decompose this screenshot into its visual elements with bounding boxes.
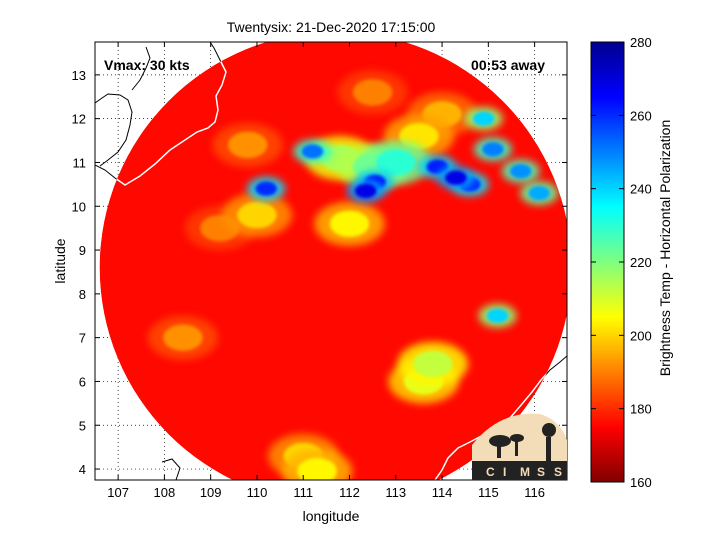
- feature-core: [528, 185, 551, 201]
- colorbar-tick-label: 280: [630, 35, 652, 50]
- y-tick-label: 13: [72, 68, 86, 83]
- x-tick-label: 108: [154, 485, 176, 500]
- logo-letter: S: [537, 465, 545, 479]
- x-tick-labels: 107 108 109 110 111 112 113 114 115 116: [107, 485, 545, 500]
- x-tick-label: 114: [432, 485, 453, 500]
- feature-core: [486, 308, 509, 323]
- time-away-label: 00:53 away: [471, 57, 545, 73]
- feature-core: [482, 142, 504, 157]
- coastline-small-island: [161, 458, 181, 480]
- colorbar-tick-label: 180: [630, 402, 652, 417]
- x-tick-label: 112: [339, 485, 360, 500]
- y-tick-label: 4: [79, 462, 86, 477]
- y-tick-label: 7: [79, 331, 86, 346]
- y-tick-label: 9: [79, 243, 86, 258]
- logo-satellite-dishes: [489, 423, 556, 461]
- x-axis-label: longitude: [303, 508, 360, 524]
- feature-core: [413, 350, 453, 378]
- chart-title: Twentysix: 21-Dec-2020 17:15:00: [227, 19, 436, 35]
- y-tick-labels: 4 5 6 7 8 9 10 11 12 13: [72, 68, 86, 477]
- feature-core: [445, 170, 467, 185]
- logo-letter: C: [486, 465, 495, 479]
- y-tick-label: 10: [72, 199, 86, 214]
- feature-core: [354, 183, 377, 199]
- feature-core: [227, 131, 268, 159]
- x-tick-label: 116: [524, 485, 545, 500]
- x-tick-label: 109: [200, 485, 222, 500]
- colorbar-tick-label: 220: [630, 255, 652, 270]
- x-tick-label: 115: [478, 485, 499, 500]
- colorbar-ticks: 280 260 240 220 200 180 160: [591, 35, 652, 490]
- feature-core: [375, 149, 416, 176]
- y-tick-label: 8: [79, 287, 86, 302]
- logo-letter: S: [554, 465, 562, 479]
- coastline-island-west: [131, 46, 151, 91]
- logo-letter: I: [503, 465, 506, 479]
- colorbar-tick-label: 240: [630, 182, 652, 197]
- y-tick-label: 6: [79, 374, 86, 389]
- brightness-temperature-swath: [99, 42, 567, 480]
- coastline-vietnam-west: [95, 93, 133, 167]
- x-tick-label: 111: [293, 485, 313, 500]
- feature-core: [163, 324, 203, 351]
- feature-core: [297, 458, 337, 480]
- y-tick-label: 5: [79, 418, 86, 433]
- y-tick-label: 12: [72, 112, 86, 127]
- colorbar-tick-label: 200: [630, 328, 652, 343]
- feature-core: [509, 164, 532, 179]
- feature-core: [255, 181, 278, 196]
- x-tick-label: 113: [385, 485, 406, 500]
- convective-features: [147, 70, 559, 480]
- colorbar-tick-label: 160: [630, 475, 652, 490]
- colorbar-tick-label: 260: [630, 108, 652, 123]
- logo-letter: M: [520, 465, 530, 479]
- logo-band: [472, 461, 567, 480]
- y-tick-label: 11: [73, 155, 87, 170]
- feature-core: [301, 144, 324, 159]
- x-tick-label: 110: [247, 485, 268, 500]
- feature-core: [352, 79, 393, 106]
- x-tick-label: 107: [107, 485, 129, 500]
- feature-core: [472, 111, 495, 126]
- vmax-label: Vmax: 30 kts: [104, 57, 190, 73]
- colorbar: [590, 41, 625, 483]
- axes-frame: [94, 41, 568, 481]
- feature-core: [329, 210, 370, 237]
- axis-ticks: [95, 42, 567, 480]
- colorbar-label: Brightness Temp - Horizontal Polarizatio…: [657, 120, 673, 377]
- y-axis-label: latitude: [52, 238, 68, 283]
- feature-core: [237, 201, 277, 229]
